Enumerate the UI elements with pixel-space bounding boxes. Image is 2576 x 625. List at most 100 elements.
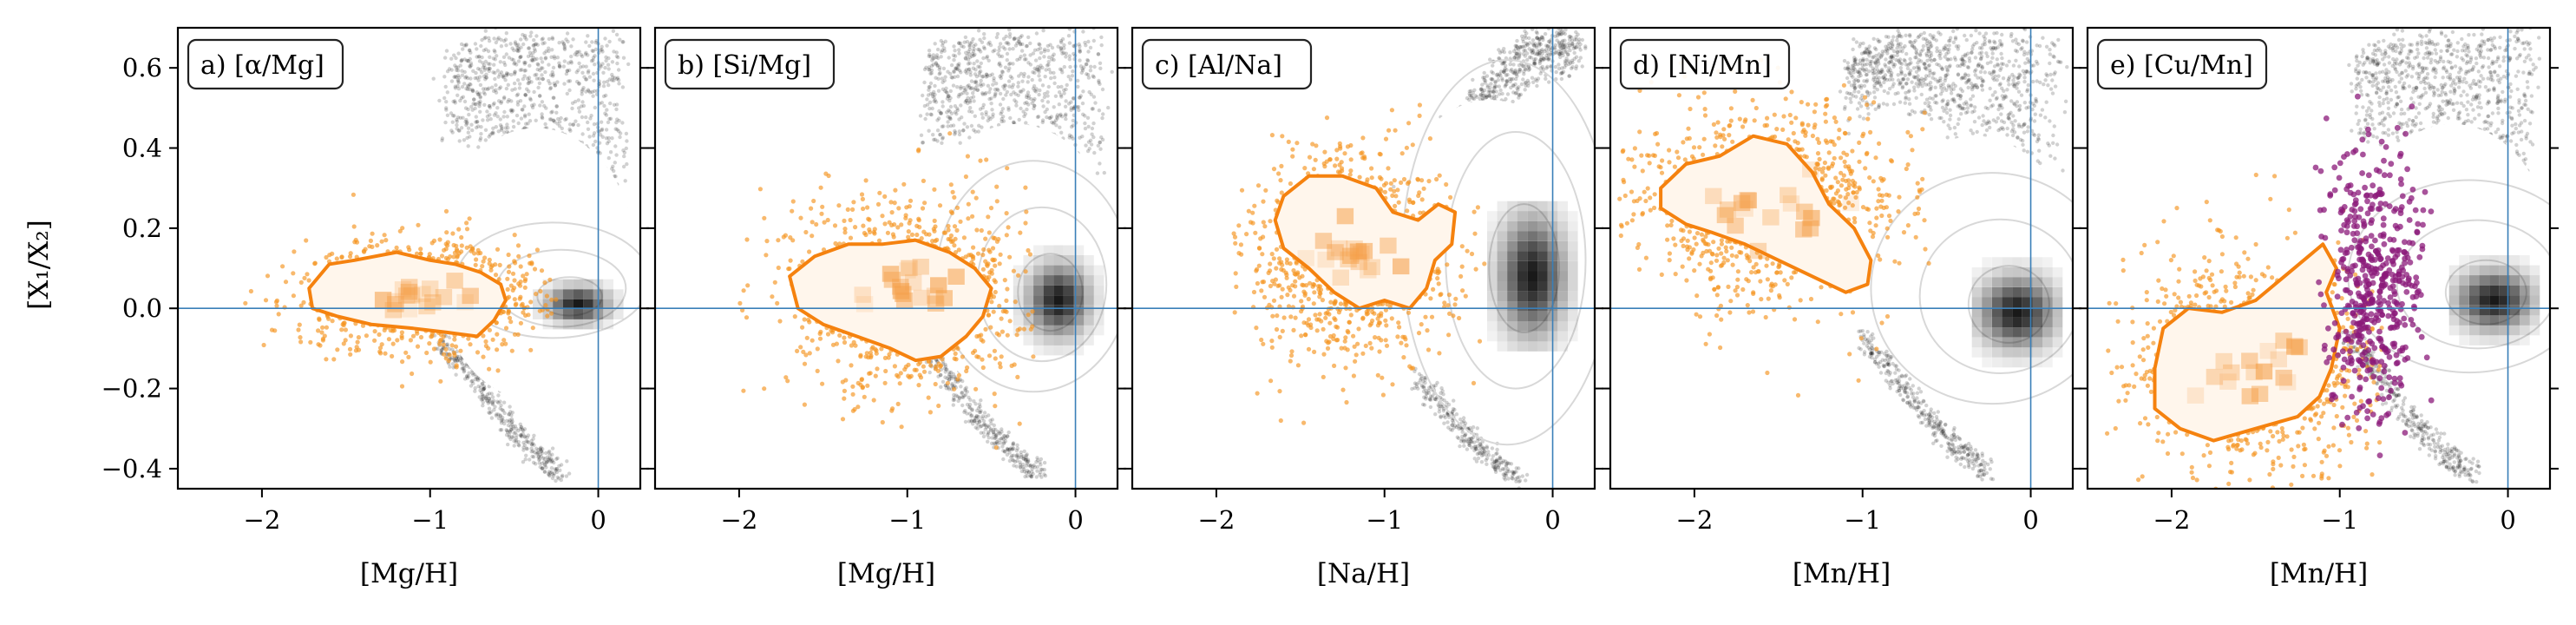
field-star <box>934 53 940 57</box>
field-star <box>518 68 522 73</box>
field-star <box>523 457 528 462</box>
field-star <box>510 46 515 50</box>
density-cell <box>603 309 613 319</box>
field-star <box>1031 51 1036 56</box>
sample-point <box>993 356 998 361</box>
sample-point <box>916 218 921 223</box>
sample-point <box>394 245 399 250</box>
field-star <box>456 65 460 69</box>
field-star <box>455 119 459 124</box>
field-star <box>474 375 479 379</box>
field-star <box>950 383 954 387</box>
field-star <box>991 430 996 435</box>
field-star <box>508 429 512 433</box>
field-star <box>1079 70 1085 76</box>
density-cell <box>1053 325 1064 336</box>
field-star <box>603 36 607 41</box>
field-star <box>500 124 504 129</box>
field-star <box>541 447 545 451</box>
field-star <box>562 59 567 63</box>
field-star <box>1069 135 1074 139</box>
field-star <box>953 374 957 379</box>
sample-contour-fill <box>309 252 506 337</box>
field-star <box>580 132 585 136</box>
field-star <box>966 57 971 62</box>
field-star <box>482 384 487 389</box>
density-cell <box>913 289 930 306</box>
sample-point <box>907 204 912 209</box>
sample-point <box>922 201 927 206</box>
field-star <box>513 431 518 435</box>
field-star <box>989 96 993 101</box>
field-star <box>1019 34 1024 38</box>
field-star <box>516 46 521 51</box>
field-star <box>527 76 532 80</box>
field-star <box>489 391 494 396</box>
sample-point <box>451 254 456 260</box>
sample-point <box>842 227 848 232</box>
field-star <box>608 101 613 106</box>
field-star <box>1098 141 1103 145</box>
sample-point <box>464 227 470 232</box>
field-star <box>480 70 484 75</box>
field-star <box>987 90 992 95</box>
field-star <box>545 459 550 464</box>
field-star <box>962 40 967 44</box>
field-star <box>492 113 497 117</box>
field-star <box>488 399 492 405</box>
sample-point <box>390 341 396 346</box>
field-star <box>1080 101 1085 106</box>
field-star <box>947 56 951 60</box>
field-star <box>978 82 983 87</box>
field-star <box>1043 75 1047 79</box>
field-star <box>523 93 528 97</box>
field-star <box>968 106 973 110</box>
sample-point <box>798 215 803 220</box>
field-star <box>965 91 969 95</box>
field-star <box>1068 77 1073 82</box>
sample-point <box>1023 185 1028 190</box>
field-star <box>986 118 990 123</box>
field-star <box>991 112 995 116</box>
field-star <box>475 90 479 95</box>
density-cell <box>1053 255 1064 266</box>
field-star <box>534 446 539 451</box>
field-star <box>613 127 618 131</box>
field-star <box>1096 52 1101 56</box>
density-cell <box>1023 265 1034 276</box>
sample-point <box>399 335 404 341</box>
field-star <box>591 56 596 60</box>
field-star <box>466 144 470 148</box>
field-star <box>509 428 514 432</box>
field-star <box>562 44 567 49</box>
field-star <box>986 58 991 63</box>
field-star <box>530 441 535 446</box>
field-star <box>980 75 985 79</box>
field-star <box>519 425 524 430</box>
field-star <box>971 66 976 70</box>
field-star <box>1053 118 1059 122</box>
field-star <box>463 120 468 124</box>
field-star <box>1042 95 1047 100</box>
field-star <box>461 115 465 120</box>
sample-point <box>952 224 958 229</box>
field-star <box>989 102 993 106</box>
field-star <box>1014 100 1019 104</box>
sample-point <box>966 201 971 207</box>
sample-point <box>903 213 908 218</box>
field-star <box>1093 101 1098 105</box>
field-star <box>606 139 611 144</box>
field-star <box>939 55 943 59</box>
density-cell <box>1073 345 1085 356</box>
field-star <box>997 45 1002 49</box>
field-star <box>981 434 986 439</box>
field-star <box>933 92 937 97</box>
sample-point <box>459 249 464 254</box>
field-star <box>1071 123 1076 128</box>
field-star <box>524 446 529 451</box>
field-star <box>939 385 943 389</box>
field-star <box>1015 443 1019 447</box>
field-star <box>1089 142 1094 147</box>
field-star <box>490 85 495 89</box>
field-star <box>965 54 969 58</box>
